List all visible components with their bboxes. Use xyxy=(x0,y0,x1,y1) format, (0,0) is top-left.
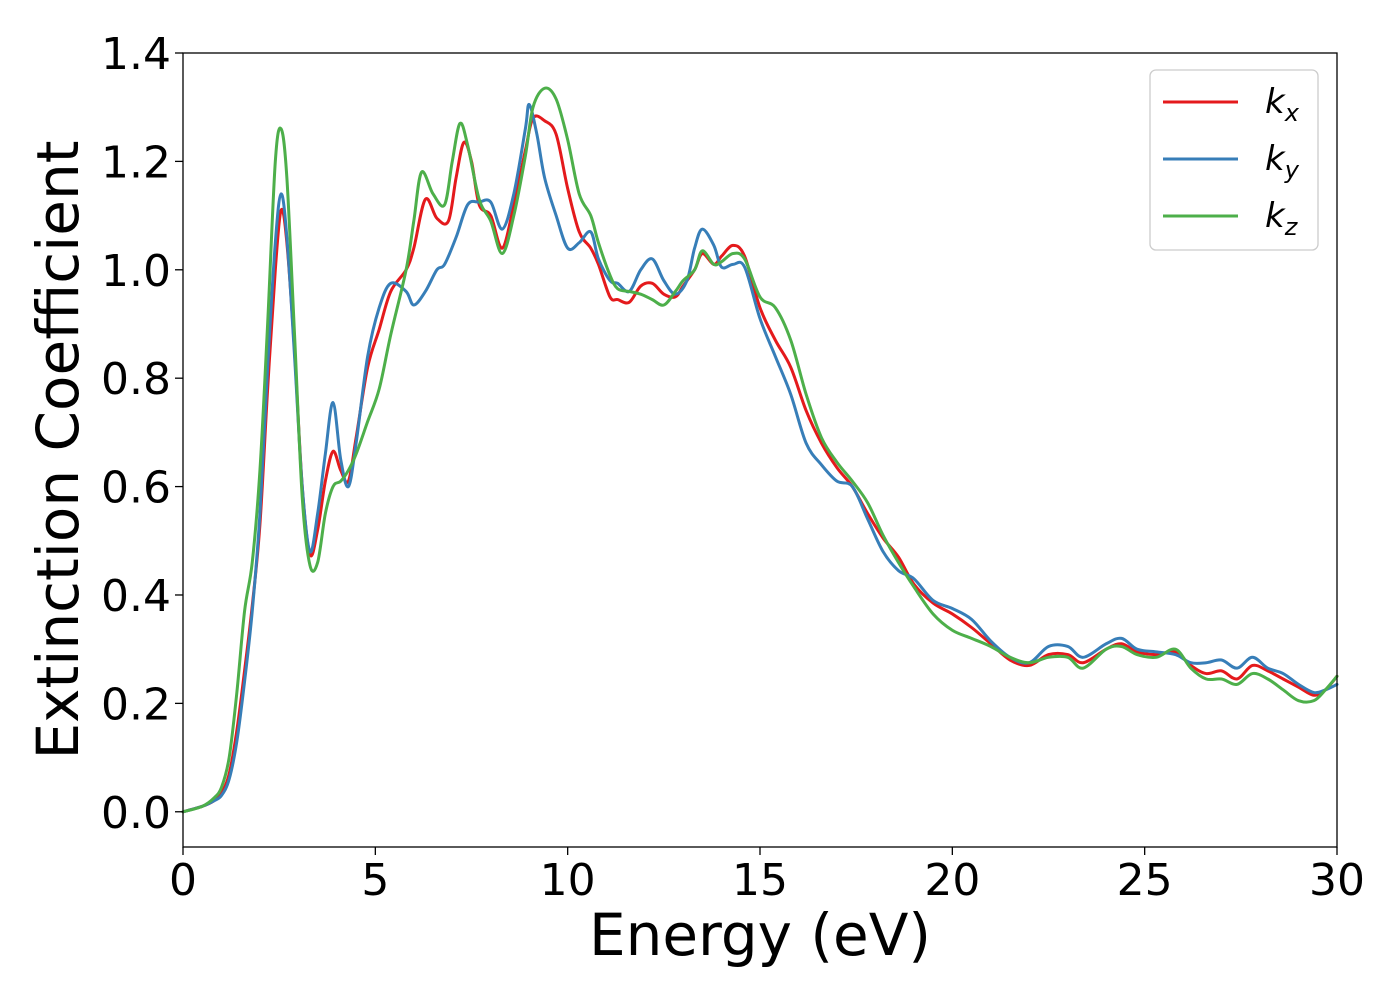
x-tick-label: 5 xyxy=(361,855,389,906)
y-tick-label: 0.2 xyxy=(101,679,171,730)
y-axis-ticks: 0.0 0.2 0.4 0.6 0.8 1.0 1.2 1.4 xyxy=(101,29,183,839)
x-tick-label: 25 xyxy=(1117,855,1173,906)
y-tick-label: 0.6 xyxy=(101,463,171,514)
legend-label-kx: kx xyxy=(1265,82,1300,127)
y-tick-label: 0.8 xyxy=(101,354,171,405)
y-tick-label: 1.0 xyxy=(101,246,171,297)
y-tick-label: 1.4 xyxy=(101,29,171,80)
legend-label-ky: ky xyxy=(1265,139,1300,184)
y-tick-label: 0.4 xyxy=(101,571,171,622)
legend-label-main: k xyxy=(1265,139,1286,179)
x-tick-label: 30 xyxy=(1309,855,1365,906)
y-tick-label: 0.0 xyxy=(101,788,171,839)
series-line-kz xyxy=(181,86,1339,814)
y-axis-title: Extinction Coefficient xyxy=(24,141,92,760)
x-tick-label: 15 xyxy=(732,855,788,906)
legend-label-kz: kz xyxy=(1265,196,1299,241)
legend-label-subscript: y xyxy=(1284,156,1300,184)
x-axis-ticks: 0 5 10 15 20 25 30 xyxy=(169,847,1365,906)
legend-label-subscript: x xyxy=(1284,99,1300,127)
legend-label-main: k xyxy=(1265,196,1286,236)
y-tick-label: 1.2 xyxy=(101,137,171,188)
x-tick-label: 10 xyxy=(540,855,596,906)
legend-label-subscript: z xyxy=(1284,213,1299,241)
x-tick-label: 0 xyxy=(169,855,197,906)
legend-label-main: k xyxy=(1265,82,1286,122)
x-tick-label: 20 xyxy=(924,855,980,906)
plot-lines xyxy=(181,86,1339,814)
x-axis-title: Energy (eV) xyxy=(589,901,931,969)
